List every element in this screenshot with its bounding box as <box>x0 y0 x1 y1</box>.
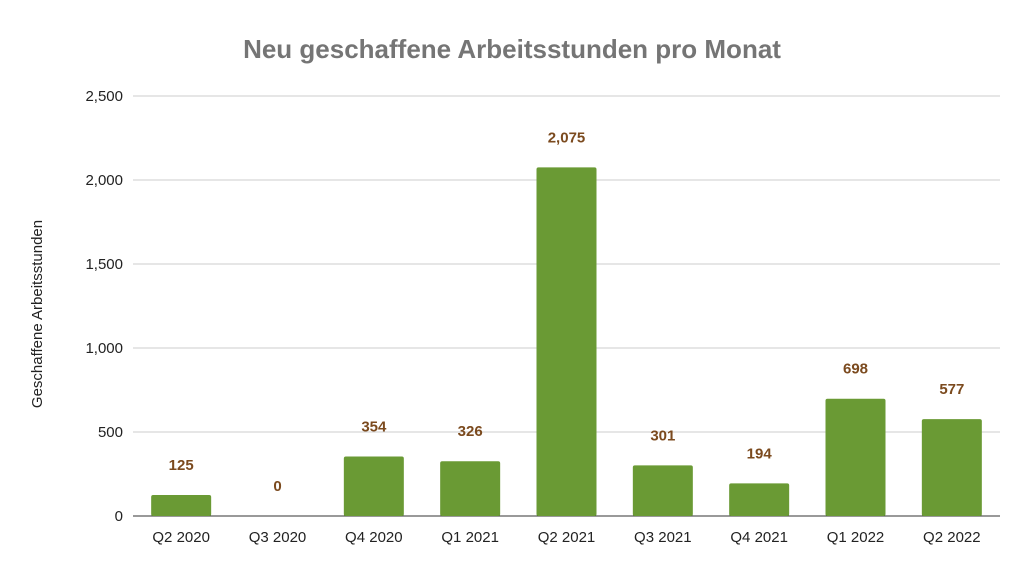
bar <box>825 398 886 516</box>
bars <box>151 167 982 516</box>
x-tick-label: Q3 2021 <box>634 529 692 546</box>
x-tick-label: Q4 2021 <box>730 529 788 546</box>
bar <box>343 456 404 516</box>
data-label: 301 <box>650 427 675 444</box>
data-label: 326 <box>458 423 483 440</box>
x-tick-label: Q1 2022 <box>827 529 885 546</box>
data-label: 194 <box>747 445 773 462</box>
data-label: 0 <box>273 478 281 495</box>
y-axis-label: Geschaffene Arbeitsstunden <box>29 220 46 408</box>
y-tick-label: 500 <box>98 424 123 441</box>
bar <box>151 495 212 516</box>
bar <box>632 465 693 516</box>
y-axis-ticks: 0 500 1,000 1,500 2,000 2,500 <box>85 88 123 525</box>
y-tick-label: 2,500 <box>85 88 123 105</box>
data-label: 125 <box>169 457 194 474</box>
y-tick-label: 1,000 <box>85 340 123 357</box>
x-tick-label: Q3 2020 <box>249 529 307 546</box>
data-labels: 125 0 354 326 2,075 301 194 698 577 <box>169 129 965 495</box>
x-tick-label: Q2 2020 <box>152 529 210 546</box>
bar <box>536 167 597 516</box>
y-tick-label: 2,000 <box>85 172 123 189</box>
x-axis-ticks: Q2 2020 Q3 2020 Q4 2020 Q1 2021 Q2 2021 Q3 20… <box>152 529 980 546</box>
bar <box>921 419 982 516</box>
bar <box>440 461 501 516</box>
data-label: 2,075 <box>548 129 586 146</box>
data-label: 577 <box>939 381 964 398</box>
x-tick-label: Q2 2021 <box>538 529 596 546</box>
x-tick-label: Q2 2022 <box>923 529 981 546</box>
y-tick-label: 1,500 <box>85 256 123 273</box>
chart-title: Neu geschaffene Arbeitsstunden pro Monat <box>243 34 781 64</box>
x-tick-label: Q4 2020 <box>345 529 403 546</box>
y-tick-label: 0 <box>115 508 123 525</box>
data-label: 698 <box>843 361 868 378</box>
bar <box>729 483 790 516</box>
data-label: 354 <box>361 419 387 436</box>
x-tick-label: Q1 2021 <box>441 529 499 546</box>
